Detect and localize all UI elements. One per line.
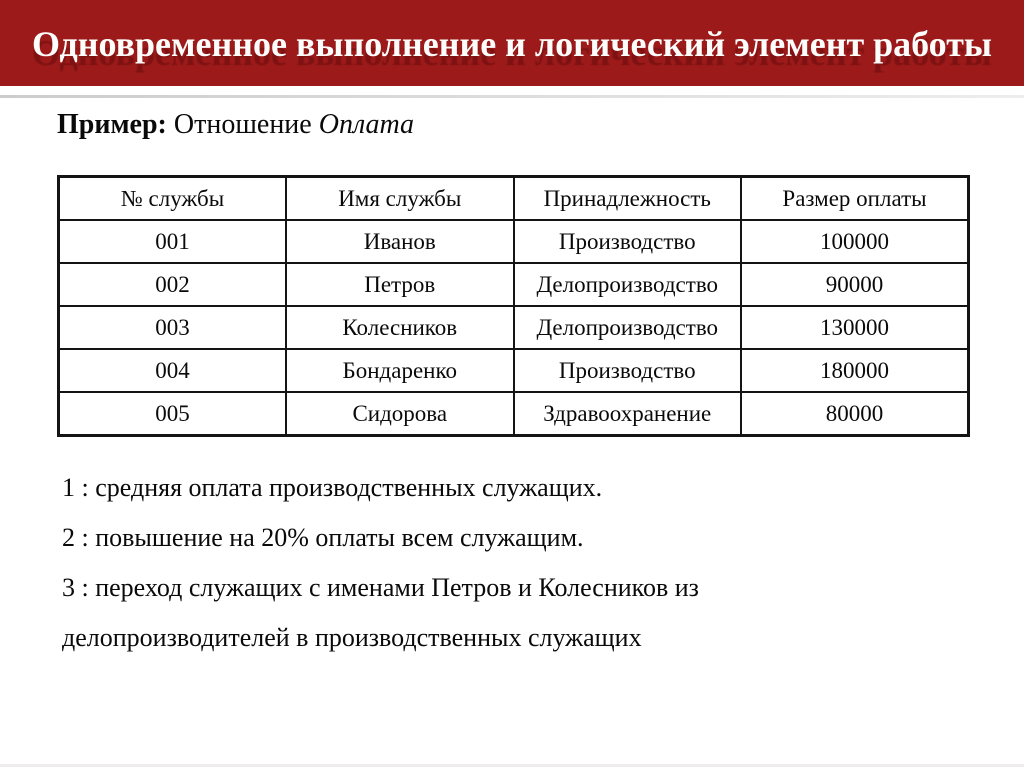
- table-cell: 005: [57, 391, 287, 437]
- bottom-strip: [0, 764, 1024, 767]
- note-line: 3 : переход служащих с именами Петров и …: [62, 573, 699, 652]
- notes: 1 : средняя оплата производственных служ…: [62, 463, 897, 663]
- example-subtitle: Пример: Отношение Оплата: [57, 108, 1024, 142]
- table-row: 004 Бондаренко Производство 180000: [57, 348, 970, 393]
- title-banner: Одновременное выполнение и логический эл…: [0, 0, 1024, 86]
- table-cell: Производство: [512, 348, 742, 393]
- example-label: Пример:: [57, 109, 167, 140]
- table-cell: 001: [57, 219, 287, 264]
- table-cell: Делопроизводство: [512, 305, 742, 350]
- table-cell: 180000: [740, 348, 970, 393]
- salary-table-header-row: № службы Имя службы Принадлежность Размер о…: [57, 175, 970, 221]
- table-cell: 130000: [740, 305, 970, 350]
- table-cell: 003: [57, 305, 287, 350]
- slide-title: Одновременное выполнение и логический эл…: [31, 24, 992, 64]
- table-row: 002 Петров Делопроизводство 90000: [57, 262, 970, 307]
- table-cell: 90000: [740, 262, 970, 307]
- table-row: 001 Иванов Производство 100000: [57, 219, 970, 264]
- column-header: № службы: [57, 175, 287, 221]
- salary-table-head: № службы Имя службы Принадлежность Размер о…: [57, 175, 970, 221]
- banner-separator: [0, 95, 1024, 98]
- relation-name: Оплата: [318, 109, 415, 140]
- table-cell: 100000: [740, 219, 970, 264]
- salary-table: № службы Имя службы Принадлежность Размер о…: [57, 175, 970, 437]
- table-row: 005 Сидорова Здравоохранение 80000: [57, 391, 970, 437]
- note-line: 1 : средняя оплата производственных служ…: [62, 473, 603, 502]
- table-cell: Производство: [512, 219, 742, 264]
- column-header: Имя службы: [285, 175, 515, 221]
- table-cell: Делопроизводство: [512, 262, 742, 307]
- table-cell: 002: [57, 262, 287, 307]
- example-prefix: Отношение: [173, 109, 312, 140]
- table-row: 003 Колесников Делопроизводство 130000: [57, 305, 970, 350]
- table-cell: Сидорова: [285, 391, 515, 437]
- table-cell: Иванов: [285, 219, 515, 264]
- table-cell: 004: [57, 348, 287, 393]
- table-cell: Колесников: [285, 305, 515, 350]
- table-cell: Бондаренко: [285, 348, 515, 393]
- column-header: Размер оплаты: [740, 175, 970, 221]
- column-header: Принадлежность: [512, 175, 742, 221]
- table-cell: Петров: [285, 262, 515, 307]
- salary-table-body: 001 Иванов Производство 100000 002 Петров Дело…: [57, 219, 970, 437]
- table-cell: 80000: [740, 391, 970, 437]
- note-line: 2 : повышение на 20% оплаты всем служащи…: [62, 523, 584, 552]
- slide-content: Пример: Отношение Оплата № службы Имя слу…: [0, 108, 1024, 663]
- table-cell: Здравоохранение: [512, 391, 742, 437]
